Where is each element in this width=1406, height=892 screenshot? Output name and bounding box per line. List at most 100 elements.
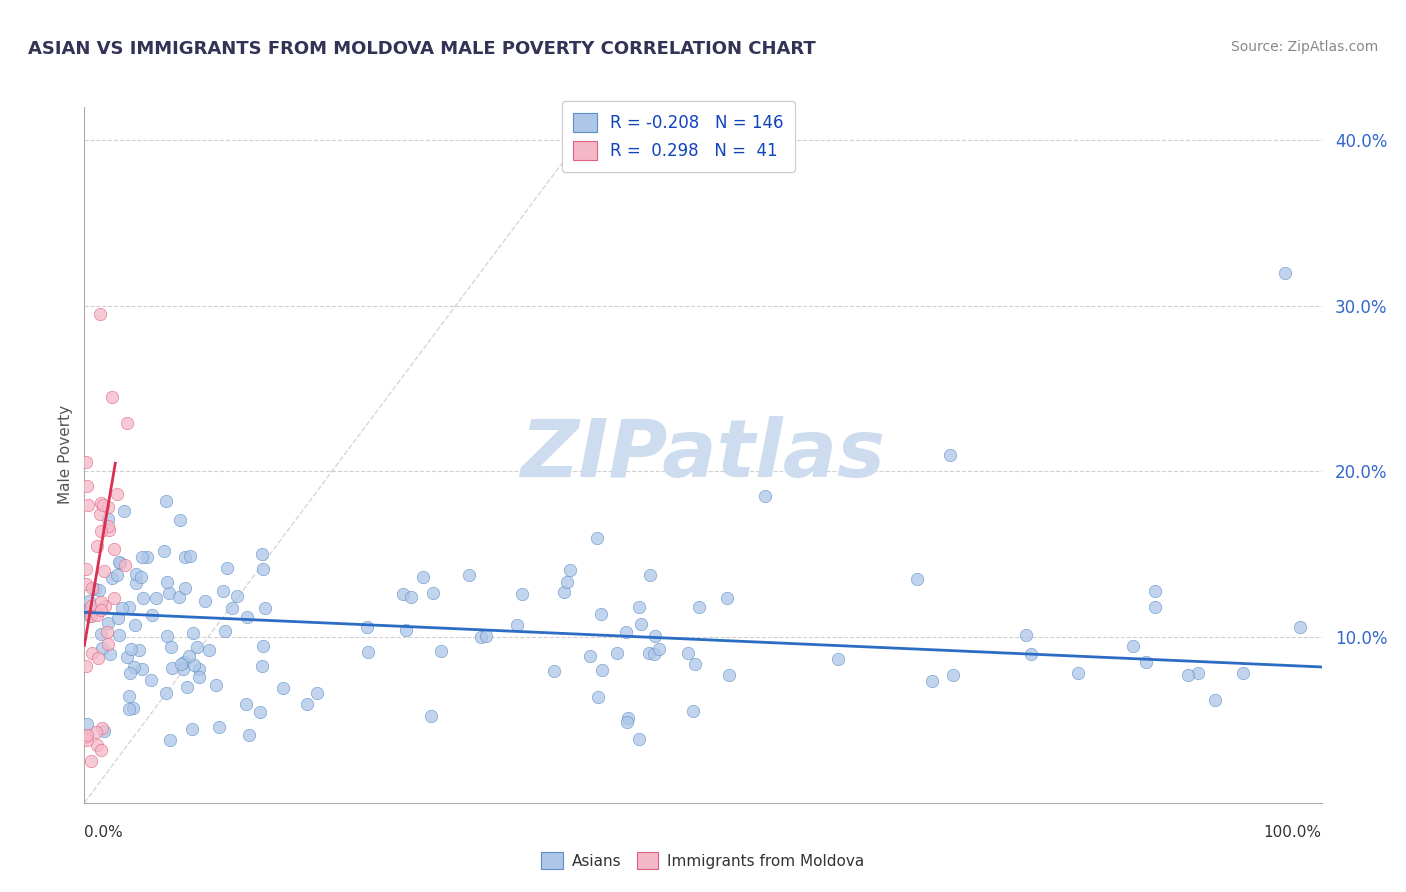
Point (429, 644, 451, 658)
Point (422, 585, 444, 599)
Point (125, 567, 148, 582)
Point (1289, 620, 1312, 634)
Point (79, 594, 101, 608)
Point (1232, 666, 1254, 681)
Point (638, 568, 661, 582)
Point (75, 455, 97, 469)
Point (80, 581, 103, 595)
Point (356, 645, 378, 659)
Point (606, 646, 628, 660)
Point (76, 499, 98, 513)
Point (356, 620, 378, 634)
Point (252, 639, 274, 653)
Point (754, 489, 776, 503)
Point (79, 609, 101, 624)
Point (97, 524, 120, 538)
Point (162, 661, 184, 675)
Point (643, 648, 665, 662)
Point (75, 562, 97, 576)
Point (1204, 693, 1226, 707)
Point (716, 591, 738, 605)
Point (75, 730, 97, 744)
Point (80, 754, 103, 768)
Point (118, 666, 141, 681)
Text: ZIPatlas: ZIPatlas (520, 416, 886, 494)
Point (392, 587, 415, 601)
Point (188, 662, 211, 676)
Point (252, 659, 274, 673)
Point (114, 558, 136, 573)
Point (194, 594, 217, 608)
Point (627, 731, 650, 746)
Point (94, 599, 117, 613)
Point (173, 581, 195, 595)
Point (648, 642, 671, 657)
Y-axis label: Male Poverty: Male Poverty (58, 405, 73, 505)
Point (616, 711, 638, 725)
Point (638, 646, 661, 660)
Point (111, 600, 134, 615)
Point (688, 600, 710, 615)
Point (100, 390, 122, 404)
Point (630, 616, 652, 631)
Point (89, 307, 111, 321)
Point (121, 701, 143, 715)
Point (470, 630, 492, 644)
Point (252, 562, 274, 576)
Point (89, 583, 111, 598)
Point (87, 651, 110, 665)
Point (93, 724, 115, 739)
Point (506, 618, 529, 632)
Point (1274, 266, 1296, 280)
Point (628, 599, 651, 614)
Point (1144, 599, 1167, 614)
Point (124, 617, 146, 632)
Point (132, 591, 155, 606)
Point (682, 704, 704, 718)
Point (208, 720, 231, 734)
Point (939, 448, 962, 462)
Point (131, 549, 153, 564)
Point (167, 591, 190, 605)
Point (90, 743, 112, 757)
Point (80, 599, 103, 614)
Point (169, 657, 191, 672)
Point (93, 564, 115, 578)
Point (1135, 655, 1157, 669)
Point (188, 670, 211, 684)
Point (97, 512, 120, 526)
Point (86, 539, 108, 553)
Point (905, 572, 928, 586)
Point (198, 643, 221, 657)
Point (560, 563, 582, 577)
Point (644, 629, 666, 643)
Point (76, 479, 98, 493)
Point (76, 716, 98, 731)
Point (131, 662, 153, 676)
Point (107, 487, 129, 501)
Point (553, 585, 575, 599)
Point (79, 603, 101, 617)
Point (107, 611, 129, 625)
Point (173, 550, 195, 565)
Point (97, 637, 120, 651)
Point (160, 640, 183, 654)
Point (91, 499, 114, 513)
Point (458, 568, 481, 582)
Point (128, 643, 150, 657)
Point (1067, 666, 1090, 681)
Point (249, 705, 271, 719)
Point (112, 504, 135, 518)
Point (84, 725, 107, 739)
Text: Source: ZipAtlas.com: Source: ZipAtlas.com (1230, 40, 1378, 54)
Point (176, 680, 198, 694)
Point (214, 624, 236, 638)
Point (399, 590, 422, 604)
Text: 100.0%: 100.0% (1264, 825, 1322, 840)
Point (86, 608, 108, 623)
Point (1122, 639, 1144, 653)
Legend: Asians, Immigrants from Moldova: Asians, Immigrants from Moldova (536, 846, 870, 875)
Point (215, 561, 238, 575)
Point (616, 714, 638, 729)
Point (585, 531, 607, 545)
